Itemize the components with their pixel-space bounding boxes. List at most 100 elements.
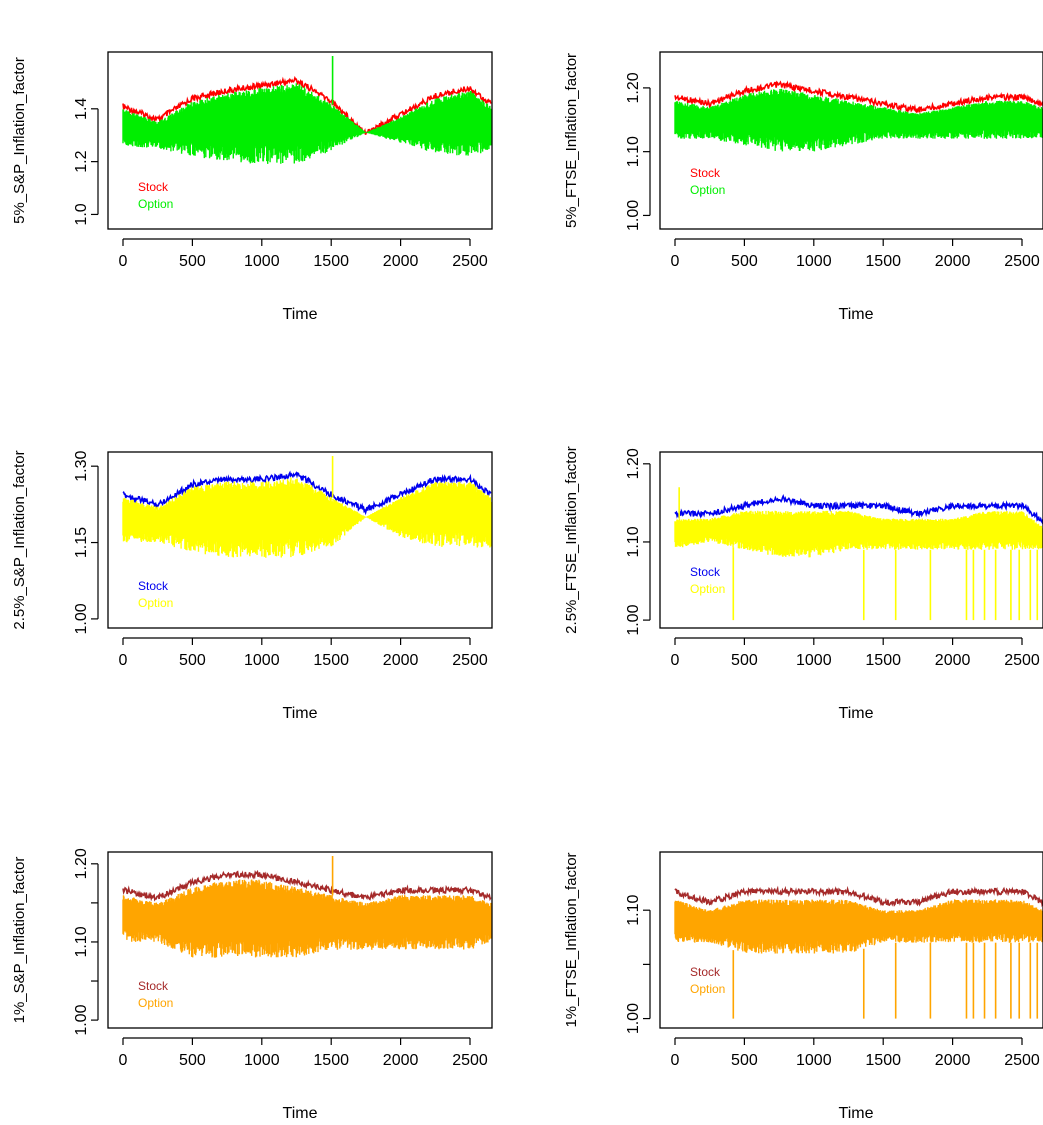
x-tick-label: 2000 (935, 1052, 971, 1069)
y-axis-label: 5%_S&P_Inflation_factor (11, 57, 28, 224)
x-tick-label: 500 (179, 253, 206, 270)
x-tick-label: 1500 (865, 253, 901, 270)
option-series-band (122, 477, 492, 558)
x-axis-label: Time (283, 1105, 318, 1120)
x-axis-label: Time (283, 306, 318, 323)
plot-area (122, 456, 492, 558)
stock-series-line (674, 493, 1043, 525)
legend-stock-label: Stock (138, 180, 169, 194)
plot-frame (107, 451, 493, 629)
x-axis-label: Time (839, 705, 874, 722)
x-tick-label: 0 (671, 652, 680, 669)
x-tick-label: 500 (179, 1052, 206, 1069)
option-series-band (122, 879, 492, 958)
plot-area (122, 56, 492, 164)
legend-option-label: Option (138, 596, 173, 610)
panel-4: 1.00 1.10 1.20 0 500 1000 1500 2000 2500 Time 2.5%… (563, 446, 1043, 722)
legend-stock-label: Stock (690, 166, 721, 180)
y-tick-label: 1.20 (625, 72, 642, 103)
x-tick-label: 500 (731, 1052, 758, 1069)
x-tick-label: 0 (671, 253, 680, 270)
plot-frame (659, 51, 1043, 230)
x-tick-label: 1500 (313, 253, 349, 270)
y-tick-label: 1.4 (73, 98, 90, 120)
plot-area (674, 885, 1043, 1019)
x-tick-label: 2500 (1004, 652, 1040, 669)
legend-option-label: Option (690, 183, 725, 197)
legend-option-label: Option (690, 982, 725, 996)
panel-6: 1.00 1.10 0 500 1000 1500 2000 2500 Time 1%_FTSE_… (563, 851, 1043, 1122)
x-tick-label: 1500 (313, 652, 349, 669)
y-tick-label: 1.00 (73, 1004, 90, 1035)
plot-frame (107, 51, 493, 230)
y-tick-label: 1.00 (625, 1003, 642, 1034)
y-axis-label: 2.5%_FTSE_Inflation_factor (563, 446, 580, 634)
legend-option-label: Option (138, 197, 173, 211)
x-axis-label: Time (839, 1105, 874, 1120)
x-tick-label: 2500 (1004, 253, 1040, 270)
y-tick-label: 1.2 (73, 150, 90, 172)
plot-frame (107, 851, 493, 1029)
option-series-band (674, 510, 1043, 558)
y-tick-label: 1.30 (73, 451, 90, 482)
legend-option-label: Option (690, 582, 725, 596)
legend-stock-label: Stock (690, 565, 721, 579)
x-tick-label: 2500 (1004, 1052, 1040, 1069)
x-tick-label: 2000 (383, 652, 419, 669)
plot-area (674, 80, 1043, 152)
legend-option-label: Option (138, 996, 173, 1010)
x-tick-label: 1500 (865, 652, 901, 669)
x-tick-label: 1500 (865, 1052, 901, 1069)
y-tick-label: 1.20 (73, 848, 90, 879)
stock-series-line (674, 885, 1043, 908)
y-tick-label: 1.10 (625, 136, 642, 167)
x-tick-label: 2000 (383, 1052, 419, 1069)
x-tick-label: 0 (671, 1052, 680, 1069)
panel-3: 1.00 1.15 1.30 0 500 1000 1500 2000 2500 Time 2.5%… (11, 450, 493, 722)
x-tick-label: 2500 (452, 253, 488, 270)
x-tick-label: 1000 (244, 652, 280, 669)
x-tick-label: 2000 (383, 253, 419, 270)
y-tick-label: 1.00 (625, 604, 642, 635)
option-series-band (122, 83, 492, 164)
stock-series-line (122, 869, 492, 902)
x-tick-label: 1000 (796, 652, 832, 669)
x-tick-label: 2000 (935, 253, 971, 270)
plot-frame (659, 851, 1043, 1029)
y-tick-label: 1.10 (625, 526, 642, 557)
x-tick-label: 2500 (452, 1052, 488, 1069)
stock-series-line (122, 470, 492, 516)
option-series-band (674, 899, 1043, 954)
x-tick-label: 0 (119, 253, 128, 270)
option-series-band (674, 88, 1043, 152)
plot-frame (659, 451, 1043, 629)
panel-1: 1.0 1.2 1.4 0 500 1000 1500 2000 2500 Time 5%_S&P_… (11, 51, 493, 323)
plot-area (122, 856, 492, 958)
y-tick-label: 1.20 (625, 448, 642, 479)
x-tick-label: 2000 (935, 652, 971, 669)
legend-stock-label: Stock (138, 979, 169, 993)
x-tick-label: 500 (731, 652, 758, 669)
legend-stock-label: Stock (690, 965, 721, 979)
y-tick-label: 1.10 (625, 895, 642, 926)
y-tick-label: 1.00 (625, 200, 642, 231)
x-axis-label: Time (283, 705, 318, 722)
stock-series-line (122, 75, 492, 135)
y-axis-label: 1%_FTSE_Inflation_factor (563, 852, 580, 1027)
y-tick-label: 1.10 (73, 926, 90, 957)
x-tick-label: 500 (179, 652, 206, 669)
x-tick-label: 1000 (796, 253, 832, 270)
x-axis-label: Time (839, 306, 874, 323)
panel-5: 1.00 1.10 1.20 0 500 1000 1500 2000 2500 Time 1%_S… (11, 848, 493, 1122)
x-tick-label: 0 (119, 1052, 128, 1069)
x-tick-label: 1000 (796, 1052, 832, 1069)
x-tick-label: 0 (119, 652, 128, 669)
y-axis-label: 1%_S&P_Inflation_factor (11, 857, 28, 1024)
y-tick-label: 1.00 (73, 603, 90, 634)
y-tick-label: 1.15 (73, 527, 90, 558)
x-tick-label: 1500 (313, 1052, 349, 1069)
plot-area (674, 487, 1043, 621)
panel-2: 1.00 1.10 1.20 0 500 1000 1500 2000 2500 Time 5%_F… (563, 51, 1043, 323)
stock-series-line (674, 80, 1043, 114)
